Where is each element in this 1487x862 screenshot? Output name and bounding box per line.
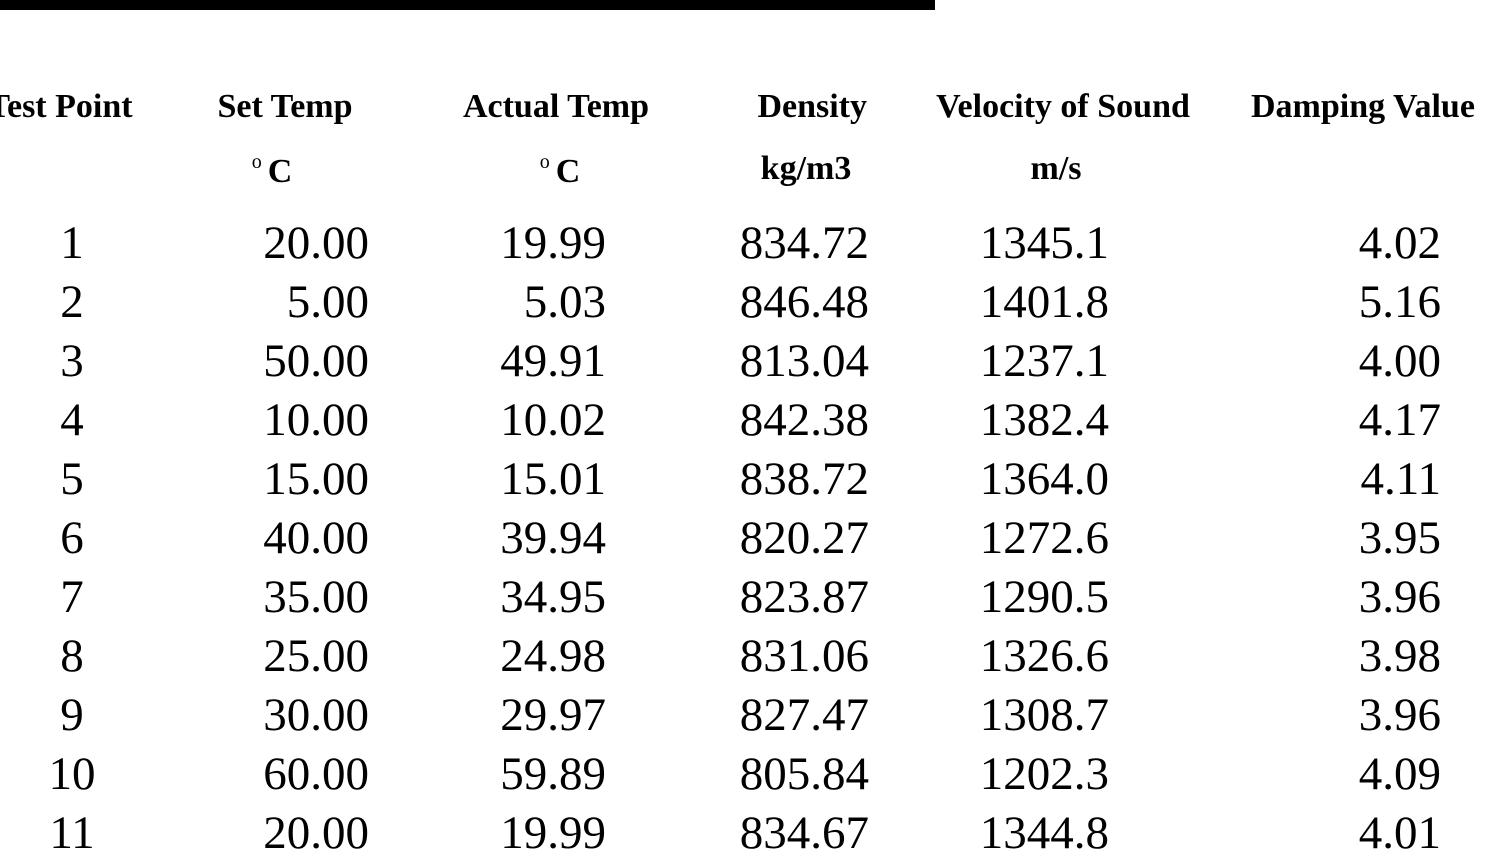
table-cell: 4.11 bbox=[1360, 453, 1441, 505]
header-rule bbox=[0, 0, 935, 10]
table-cell: 3.96 bbox=[1358, 689, 1441, 741]
table-cell: 30.00 bbox=[263, 689, 369, 741]
table-cell: 4.09 bbox=[1358, 748, 1441, 800]
table-cell: 4.01 bbox=[1358, 807, 1441, 859]
table-cell: 1364.0 bbox=[979, 453, 1109, 505]
table-cell: 834.72 bbox=[739, 217, 869, 269]
table-cell: 20.00 bbox=[263, 807, 369, 859]
table-cell: 1272.6 bbox=[979, 512, 1109, 564]
table-cell: 1344.8 bbox=[979, 807, 1109, 859]
table-cell: 9 bbox=[60, 689, 84, 741]
column-header: Velocity of Sound bbox=[936, 88, 1190, 125]
table-cell: 10.00 bbox=[263, 394, 369, 446]
table-cell: 4.17 bbox=[1358, 394, 1441, 446]
table-cell: 4.00 bbox=[1358, 335, 1441, 387]
column-unit: kg/m3 bbox=[761, 152, 852, 186]
table-cell: 5.03 bbox=[523, 276, 606, 328]
table-cell: 1202.3 bbox=[979, 748, 1109, 800]
table-cell: 5.16 bbox=[1358, 276, 1441, 328]
table-cell: 19.99 bbox=[500, 807, 606, 859]
column-header: Density bbox=[757, 88, 867, 125]
unit-text: C bbox=[555, 153, 581, 190]
table-cell: 813.04 bbox=[739, 335, 869, 387]
table-cell: 823.87 bbox=[739, 571, 869, 623]
table-cell: 24.98 bbox=[500, 630, 606, 682]
column-header: Test Point bbox=[0, 88, 133, 125]
table-cell: 34.95 bbox=[500, 571, 606, 623]
table-cell: 834.67 bbox=[739, 807, 869, 859]
table-cell: 15.00 bbox=[263, 453, 369, 505]
column-header: Actual Temp bbox=[462, 88, 650, 125]
column-header: Set Temp bbox=[217, 88, 353, 125]
table-cell: 10 bbox=[48, 748, 96, 800]
table-cell: 1290.5 bbox=[979, 571, 1109, 623]
table-cell: 805.84 bbox=[739, 748, 869, 800]
table-cell: 10.02 bbox=[500, 394, 606, 446]
table-cell: 3.98 bbox=[1358, 630, 1441, 682]
table-cell: 1237.1 bbox=[979, 335, 1109, 387]
table-cell: 1382.4 bbox=[979, 394, 1109, 446]
table-cell: 838.72 bbox=[739, 453, 869, 505]
table-cell: 1 bbox=[60, 217, 84, 269]
table-cell: 846.48 bbox=[739, 276, 869, 328]
table-cell: 60.00 bbox=[263, 748, 369, 800]
table-cell: 20.00 bbox=[263, 217, 369, 269]
table-cell: 842.38 bbox=[739, 394, 869, 446]
table-cell: 50.00 bbox=[263, 335, 369, 387]
table-cell: 1345.1 bbox=[979, 217, 1109, 269]
table-cell: 59.89 bbox=[500, 748, 606, 800]
table-cell: 3.96 bbox=[1358, 571, 1441, 623]
column-unit: m/s bbox=[1031, 152, 1082, 186]
column-header: Damping Value bbox=[1251, 88, 1475, 125]
table-cell: 25.00 bbox=[263, 630, 369, 682]
unit-superscript: o bbox=[251, 151, 262, 173]
table-cell: 827.47 bbox=[739, 689, 869, 741]
table-cell: 3 bbox=[60, 335, 84, 387]
table-cell: 15.01 bbox=[500, 453, 606, 505]
table-cell: 39.94 bbox=[500, 512, 606, 564]
table-cell: 6 bbox=[60, 512, 84, 564]
table-cell: 49.91 bbox=[500, 335, 606, 387]
unit-text: kg/m3 bbox=[760, 150, 852, 187]
table-cell: 1326.6 bbox=[979, 630, 1109, 682]
table-cell: 1308.7 bbox=[979, 689, 1109, 741]
table-cell: 35.00 bbox=[263, 571, 369, 623]
table-cell: 5 bbox=[60, 453, 84, 505]
unit-superscript: o bbox=[539, 151, 550, 173]
table-cell: 1401.8 bbox=[979, 276, 1109, 328]
table-cell: 29.97 bbox=[500, 689, 606, 741]
table-cell: 2 bbox=[60, 276, 84, 328]
table-cell: 4.02 bbox=[1358, 217, 1441, 269]
table-cell: 3.95 bbox=[1358, 512, 1441, 564]
table-cell: 7 bbox=[60, 571, 84, 623]
table-cell: 8 bbox=[60, 630, 84, 682]
table-cell: 5.00 bbox=[286, 276, 369, 328]
unit-text: m/s bbox=[1030, 150, 1082, 187]
unit-text: C bbox=[267, 153, 293, 190]
table-cell: 820.27 bbox=[739, 512, 869, 564]
table-cell: 40.00 bbox=[263, 512, 369, 564]
table-cell: 11 bbox=[49, 807, 95, 859]
table-cell: 831.06 bbox=[739, 630, 869, 682]
table-cell: 19.99 bbox=[500, 217, 606, 269]
table-cell: 4 bbox=[60, 394, 84, 446]
